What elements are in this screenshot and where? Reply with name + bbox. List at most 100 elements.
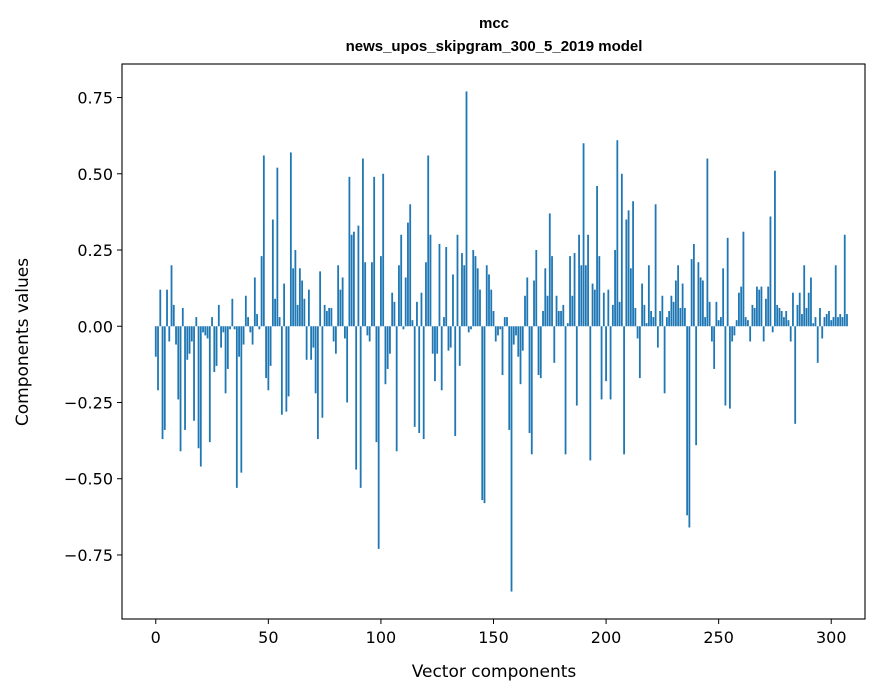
bar-component-151 (494, 326, 497, 342)
bar-component-154 (501, 326, 504, 376)
bar-component-150 (492, 311, 495, 327)
bar-component-25 (211, 317, 213, 327)
bar-component-230 (672, 301, 675, 327)
bar-component-239 (692, 243, 695, 327)
bar-component-130 (447, 326, 450, 351)
bar-component-277 (778, 307, 781, 327)
bar-component-32 (226, 326, 229, 369)
bar-component-256 (731, 326, 734, 342)
bar-component-258 (735, 320, 738, 327)
bar-component-241 (697, 262, 700, 327)
bar-component-284 (794, 326, 797, 424)
bar-component-115 (413, 326, 416, 427)
bar-component-72 (316, 326, 319, 440)
bar-component-225 (661, 295, 664, 327)
bar-component-223 (656, 326, 659, 348)
bar-component-24 (208, 326, 211, 443)
bar-component-99 (377, 326, 380, 549)
bar-component-62 (294, 250, 297, 327)
bar-component-12 (181, 307, 184, 327)
bar-component-185 (571, 295, 574, 327)
bar-component-91 (359, 326, 362, 488)
bar-component-210 (627, 210, 630, 327)
bar-component-267 (756, 286, 758, 327)
bar-component-270 (762, 326, 765, 342)
x-tick-label: 100 (366, 628, 397, 647)
bar-component-282 (789, 326, 792, 342)
bar-component-141 (472, 250, 475, 327)
bar-component-42 (249, 326, 252, 333)
bar-component-119 (422, 326, 425, 440)
bar-component-167 (530, 326, 533, 455)
bar-component-214 (636, 326, 639, 339)
bar-component-287 (801, 314, 803, 327)
bar-component-200 (605, 326, 607, 382)
bar-component-109 (400, 234, 403, 327)
bar-component-205 (616, 140, 619, 327)
bar-component-122 (429, 234, 432, 327)
bar-component-215 (638, 326, 641, 379)
bar-component-176 (551, 256, 553, 327)
x-tick-label: 50 (258, 628, 278, 647)
bar-component-45 (256, 314, 258, 327)
bar-component-37 (238, 326, 240, 357)
y-tick-label: 0.50 (77, 165, 113, 184)
bar-component-123 (431, 326, 434, 354)
bar-component-194 (591, 283, 594, 327)
bar-component-140 (470, 326, 472, 330)
bar-component-165 (526, 277, 529, 327)
bar-component-108 (398, 265, 400, 327)
bar-component-305 (841, 317, 844, 327)
bar-component-181 (562, 304, 565, 327)
bar-component-102 (384, 326, 387, 385)
bar-component-247 (711, 326, 713, 342)
bar-component-301 (832, 317, 835, 327)
bar-component-206 (618, 301, 621, 327)
bar-component-58 (285, 326, 288, 412)
bar-component-293 (814, 317, 817, 327)
bar-component-80 (334, 326, 337, 354)
bar-component-235 (683, 307, 686, 327)
bar-component-292 (812, 323, 815, 327)
bar-component-218 (645, 323, 648, 327)
bar-component-43 (251, 326, 254, 345)
bar-component-255 (729, 326, 731, 409)
bar-component-70 (312, 326, 315, 348)
bar-component-240 (695, 326, 698, 446)
bar-component-208 (623, 326, 625, 455)
bar-component-175 (548, 213, 551, 327)
bar-component-164 (524, 295, 526, 327)
bar-component-237 (688, 326, 691, 528)
bar-component-1 (157, 326, 159, 391)
bar-component-285 (796, 304, 799, 327)
bar-component-198 (600, 326, 603, 400)
bar-component-248 (713, 326, 716, 369)
bar-component-55 (278, 317, 281, 327)
bar-component-273 (769, 216, 772, 327)
bar-component-76 (325, 311, 328, 327)
bar-component-306 (843, 234, 846, 327)
bar-component-191 (584, 265, 587, 327)
bar-component-229 (670, 295, 673, 327)
bar-component-300 (830, 320, 833, 327)
bar-component-213 (634, 307, 637, 327)
bar-component-96 (371, 262, 373, 327)
bar-component-252 (722, 268, 725, 327)
bar-component-226 (663, 326, 666, 394)
bar-component-266 (753, 307, 756, 327)
bar-component-233 (679, 307, 682, 327)
bar-component-249 (715, 301, 718, 327)
bar-component-8 (172, 304, 175, 327)
bar-component-121 (427, 155, 430, 327)
bar-component-20 (199, 326, 202, 467)
bar-component-61 (292, 268, 295, 327)
bar-component-268 (758, 289, 761, 327)
bar-component-220 (650, 311, 653, 327)
bar-component-180 (560, 311, 562, 327)
bar-component-128 (443, 317, 445, 327)
bar-component-189 (580, 265, 583, 327)
bar-component-16 (190, 326, 193, 342)
bar-component-63 (296, 304, 299, 327)
bar-component-271 (765, 298, 767, 327)
